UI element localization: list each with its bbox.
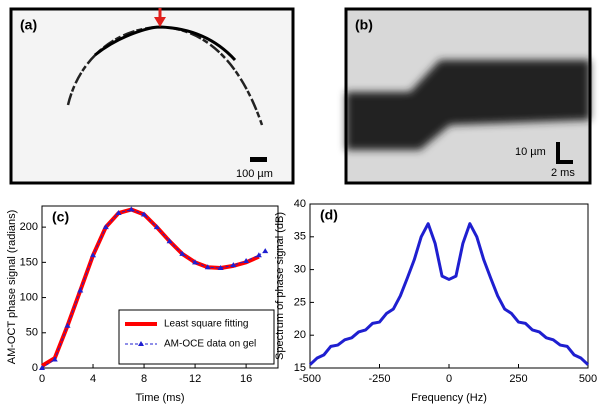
plot-frame (41, 205, 279, 369)
legend-box (118, 309, 275, 365)
scale-bar (250, 157, 267, 162)
y-tick-label: 150 (20, 256, 38, 268)
marker (217, 264, 224, 270)
plot-frame (309, 203, 589, 369)
legend-marker (138, 341, 144, 346)
marker (153, 224, 160, 230)
marker (243, 257, 250, 263)
marker (179, 250, 186, 256)
x-tick-label: 4 (90, 373, 96, 385)
y-tick-label: 20 (294, 329, 306, 341)
panel-a: (a) 100 µm (9, 7, 295, 185)
y-axis-label: AM-OCT phase signal (radians) (6, 210, 18, 364)
x-tick-label: 500 (579, 373, 597, 385)
x-tick-label: 250 (509, 373, 527, 385)
y-tick-label: 30 (294, 264, 306, 276)
series-line (308, 222, 590, 366)
arrow-head (154, 17, 166, 27)
marker (255, 252, 262, 258)
x-tick-label: 16 (240, 373, 252, 385)
panel-label: (c) (52, 209, 69, 225)
x-tick-label: 8 (141, 373, 147, 385)
y-tick-label: 200 (20, 221, 38, 233)
y-tick-label: 35 (294, 231, 306, 243)
y-tick-label: 15 (294, 362, 306, 374)
marker (102, 224, 109, 230)
marker (141, 211, 148, 217)
marker (204, 264, 211, 270)
marker (77, 287, 84, 293)
marker (230, 262, 237, 268)
scale-bar (556, 142, 573, 164)
image-frame (9, 7, 295, 185)
image-frame (344, 7, 592, 185)
x-tick-label: 0 (39, 373, 45, 385)
x-axis-label: Frequency (Hz) (411, 392, 487, 404)
panel-label: (a) (20, 17, 37, 33)
x-tick-label: -500 (299, 373, 321, 385)
y-axis-label: Spectrum of phase signal (dB) (274, 212, 286, 360)
scale-label: 10 µm (515, 146, 546, 158)
y-tick-label: 100 (20, 291, 38, 303)
scale-label: 100 µm (236, 168, 273, 180)
legend-label: Least square fitting (164, 319, 249, 330)
x-tick-label: 0 (446, 373, 452, 385)
x-axis-label: Time (ms) (135, 392, 184, 404)
band (346, 60, 590, 150)
panel-b: (b) 10 µm 2 ms (344, 7, 592, 185)
legend-label: AM-OCE data on gel (164, 339, 256, 350)
scale-label: 2 ms (551, 167, 575, 179)
y-tick-label: 25 (294, 296, 306, 308)
marker (39, 365, 45, 370)
marker (90, 252, 97, 258)
x-tick-label: -250 (368, 373, 390, 385)
marker (115, 210, 122, 216)
panel-label: (b) (355, 17, 373, 33)
marker (64, 322, 71, 328)
y-tick-label: 40 (294, 198, 306, 210)
marker (128, 206, 135, 212)
panel-label: (d) (320, 207, 338, 223)
y-tick-label: 0 (32, 362, 38, 374)
y-tick-label: 50 (26, 327, 38, 339)
x-tick-label: 12 (189, 373, 201, 385)
arc-top (94, 25, 237, 62)
marker (192, 259, 199, 265)
marker (262, 248, 269, 254)
marker (166, 238, 173, 244)
marker (51, 356, 58, 362)
